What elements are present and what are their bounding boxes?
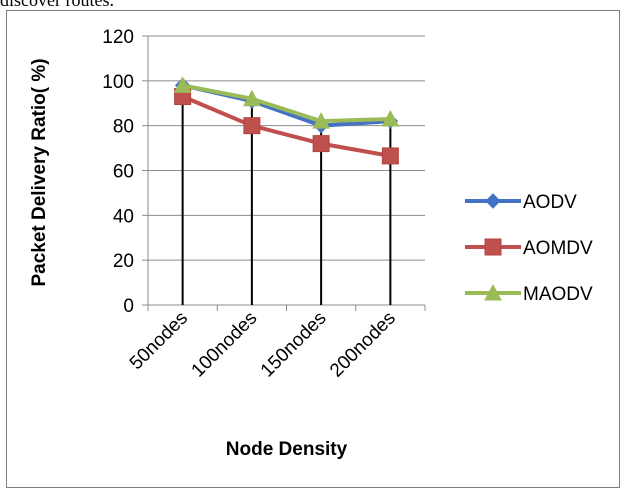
data-point-aomdv <box>381 147 399 165</box>
y-axis-title: Packet Delivery Ratio( %) <box>29 58 50 286</box>
series-line-aomdv <box>181 94 391 158</box>
x-tick-label: 200nodes <box>326 308 400 382</box>
data-point-maodv <box>243 89 261 107</box>
y-tick-label: 120 <box>102 27 134 48</box>
y-tick-label: 20 <box>113 251 134 272</box>
series-line-maodv <box>182 83 391 124</box>
legend-label: MAODV <box>523 284 593 305</box>
y-tick-label: 0 <box>123 296 134 317</box>
data-point-maodv <box>381 109 400 127</box>
legend-marker-maodv <box>484 283 502 301</box>
x-tick-label: 100nodes <box>188 308 262 382</box>
y-tick-label: 100 <box>102 72 134 93</box>
x-axis-title: Node Density <box>226 439 348 460</box>
x-tick-label: 150nodes <box>257 308 331 382</box>
caption-fragment: discover routes. <box>0 0 114 10</box>
y-tick-label: 40 <box>113 206 134 227</box>
data-point-aomdv <box>312 135 330 153</box>
legend-marker-aodv <box>485 193 501 209</box>
data-point-maodv <box>173 76 192 93</box>
data-point-aomdv <box>243 117 261 135</box>
y-tick-label: 80 <box>113 117 134 138</box>
legend-label: AOMDV <box>523 238 593 259</box>
y-tick-label: 60 <box>113 162 134 183</box>
legend-marker-aomdv <box>484 238 502 256</box>
x-tick-label: 50nodes <box>126 308 192 374</box>
data-point-maodv <box>312 112 330 129</box>
legend-label: AODV <box>523 192 577 213</box>
